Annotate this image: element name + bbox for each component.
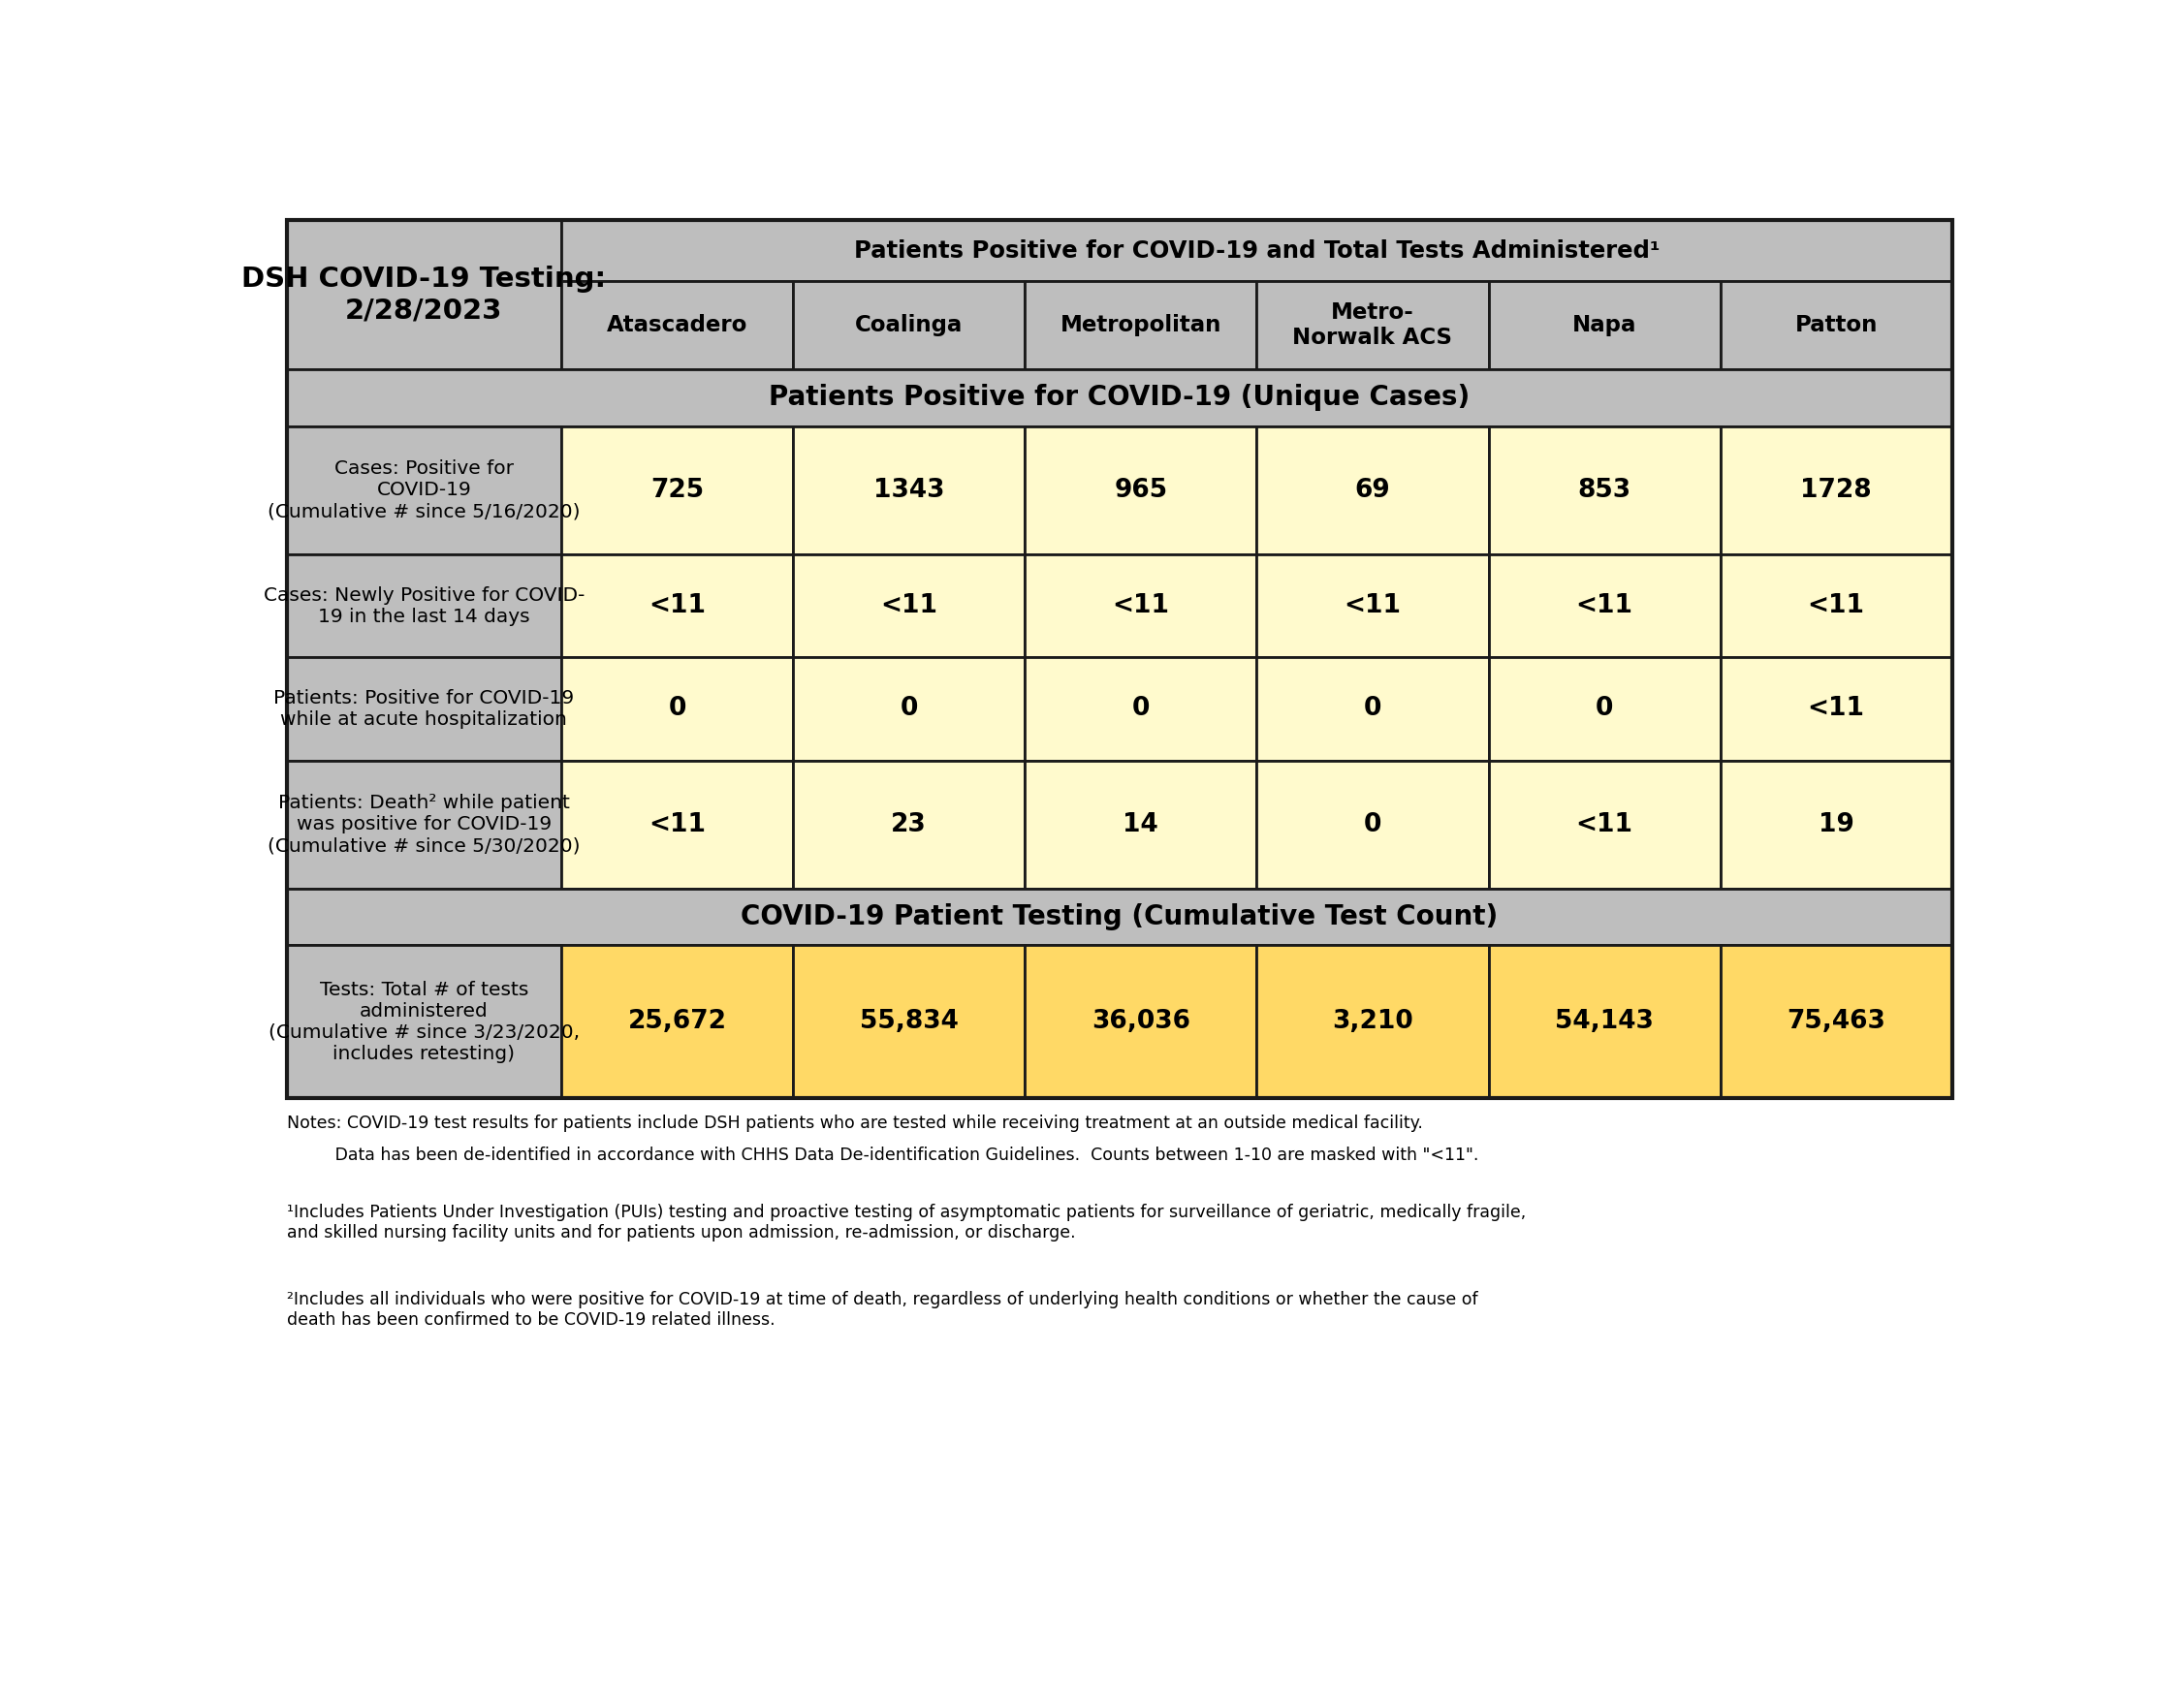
Bar [1489, 555, 1721, 657]
Bar [1256, 657, 1489, 760]
Bar [1721, 282, 1952, 370]
Text: Napa: Napa [1572, 314, 1636, 336]
Bar [561, 760, 793, 889]
Bar [561, 282, 793, 370]
Bar [793, 657, 1024, 760]
Text: 75,463: 75,463 [1787, 1010, 1885, 1035]
Text: Coalinga: Coalinga [856, 314, 963, 336]
Text: Metro-
Norwalk ACS: Metro- Norwalk ACS [1293, 302, 1452, 350]
Bar [286, 889, 1952, 945]
Text: 965: 965 [1114, 477, 1168, 502]
Text: <11: <11 [1112, 594, 1168, 618]
Text: Tests: Total # of tests
administered
(Cumulative # since 3/23/2020,
includes ret: Tests: Total # of tests administered (Cu… [269, 981, 579, 1062]
Bar [1024, 282, 1256, 370]
Text: <11: <11 [649, 811, 705, 837]
Text: <11: <11 [1577, 594, 1634, 618]
Bar [793, 760, 1024, 889]
Text: Patients Positive for COVID-19 (Unique Cases): Patients Positive for COVID-19 (Unique C… [769, 384, 1470, 411]
Bar [286, 370, 1952, 426]
Bar [1489, 282, 1721, 370]
Bar [1489, 760, 1721, 889]
Bar [1024, 555, 1256, 657]
Bar [1489, 426, 1721, 555]
Bar [286, 945, 561, 1098]
Text: COVID-19 Patient Testing (Cumulative Test Count): COVID-19 Patient Testing (Cumulative Tes… [740, 903, 1498, 930]
Bar [1256, 426, 1489, 555]
Bar [286, 555, 561, 657]
Bar [793, 282, 1024, 370]
Bar [286, 426, 561, 555]
Text: ¹Includes Patients Under Investigation (PUIs) testing and proactive testing of a: ¹Includes Patients Under Investigation (… [286, 1203, 1527, 1241]
Bar [1024, 760, 1256, 889]
Text: 55,834: 55,834 [860, 1010, 959, 1035]
Bar [561, 555, 793, 657]
Text: 36,036: 36,036 [1092, 1010, 1190, 1035]
Text: Patients: Positive for COVID-19
while at acute hospitalization: Patients: Positive for COVID-19 while at… [273, 689, 574, 728]
Text: <11: <11 [1577, 811, 1634, 837]
Text: 14: 14 [1123, 811, 1160, 837]
Bar [1024, 945, 1256, 1098]
Text: 3,210: 3,210 [1332, 1010, 1413, 1035]
Text: Metropolitan: Metropolitan [1059, 314, 1221, 336]
Bar [286, 657, 561, 760]
Bar [793, 426, 1024, 555]
Bar [1489, 657, 1721, 760]
Text: 1343: 1343 [874, 477, 946, 502]
Bar [286, 760, 561, 889]
Bar [1024, 657, 1256, 760]
Bar [1721, 657, 1952, 760]
Text: 0: 0 [1363, 696, 1382, 721]
Bar [793, 555, 1024, 657]
Text: Cases: Positive for
COVID-19
(Cumulative # since 5/16/2020): Cases: Positive for COVID-19 (Cumulative… [269, 460, 581, 521]
Text: 0: 0 [1597, 696, 1614, 721]
Bar [1489, 945, 1721, 1098]
Text: Atascadero: Atascadero [607, 314, 747, 336]
Bar [1721, 945, 1952, 1098]
Bar [1256, 760, 1489, 889]
Text: <11: <11 [1343, 594, 1402, 618]
Text: 0: 0 [668, 696, 686, 721]
Bar [1721, 555, 1952, 657]
Text: Cases: Newly Positive for COVID-
19 in the last 14 days: Cases: Newly Positive for COVID- 19 in t… [264, 585, 585, 626]
Bar [793, 945, 1024, 1098]
Bar [1024, 426, 1256, 555]
Text: 19: 19 [1819, 811, 1854, 837]
Bar [1256, 555, 1489, 657]
Text: <11: <11 [1808, 594, 1865, 618]
Text: Notes: COVID-19 test results for patients include DSH patients who are tested wh: Notes: COVID-19 test results for patient… [286, 1115, 1422, 1132]
Bar [561, 426, 793, 555]
Bar [1256, 282, 1489, 370]
Text: 23: 23 [891, 811, 926, 837]
Text: 54,143: 54,143 [1555, 1010, 1653, 1035]
Bar [561, 221, 1952, 282]
Text: 0: 0 [900, 696, 917, 721]
Text: 0: 0 [1131, 696, 1149, 721]
Text: <11: <11 [649, 594, 705, 618]
Bar [286, 221, 561, 370]
Text: Patton: Patton [1795, 314, 1878, 336]
Text: <11: <11 [880, 594, 937, 618]
Text: 725: 725 [651, 477, 703, 502]
Text: 1728: 1728 [1800, 477, 1872, 502]
Bar [286, 221, 1952, 1098]
Text: DSH COVID-19 Testing:
2/28/2023: DSH COVID-19 Testing: 2/28/2023 [242, 265, 607, 324]
Text: ²Includes all individuals who were positive for COVID-19 at time of death, regar: ²Includes all individuals who were posit… [286, 1291, 1479, 1329]
Text: 0: 0 [1363, 811, 1382, 837]
Text: Data has been de-identified in accordance with CHHS Data De-identification Guide: Data has been de-identified in accordanc… [286, 1145, 1479, 1164]
Text: 69: 69 [1354, 477, 1391, 502]
Bar [1721, 426, 1952, 555]
Text: <11: <11 [1808, 696, 1865, 721]
Bar [561, 657, 793, 760]
Text: 25,672: 25,672 [627, 1010, 727, 1035]
Text: 853: 853 [1577, 477, 1631, 502]
Text: Patients: Death² while patient
was positive for COVID-19
(Cumulative # since 5/3: Patients: Death² while patient was posit… [269, 794, 581, 855]
Text: Patients Positive for COVID-19 and Total Tests Administered¹: Patients Positive for COVID-19 and Total… [854, 239, 1660, 263]
Bar [1721, 760, 1952, 889]
Bar [561, 945, 793, 1098]
Bar [1256, 945, 1489, 1098]
